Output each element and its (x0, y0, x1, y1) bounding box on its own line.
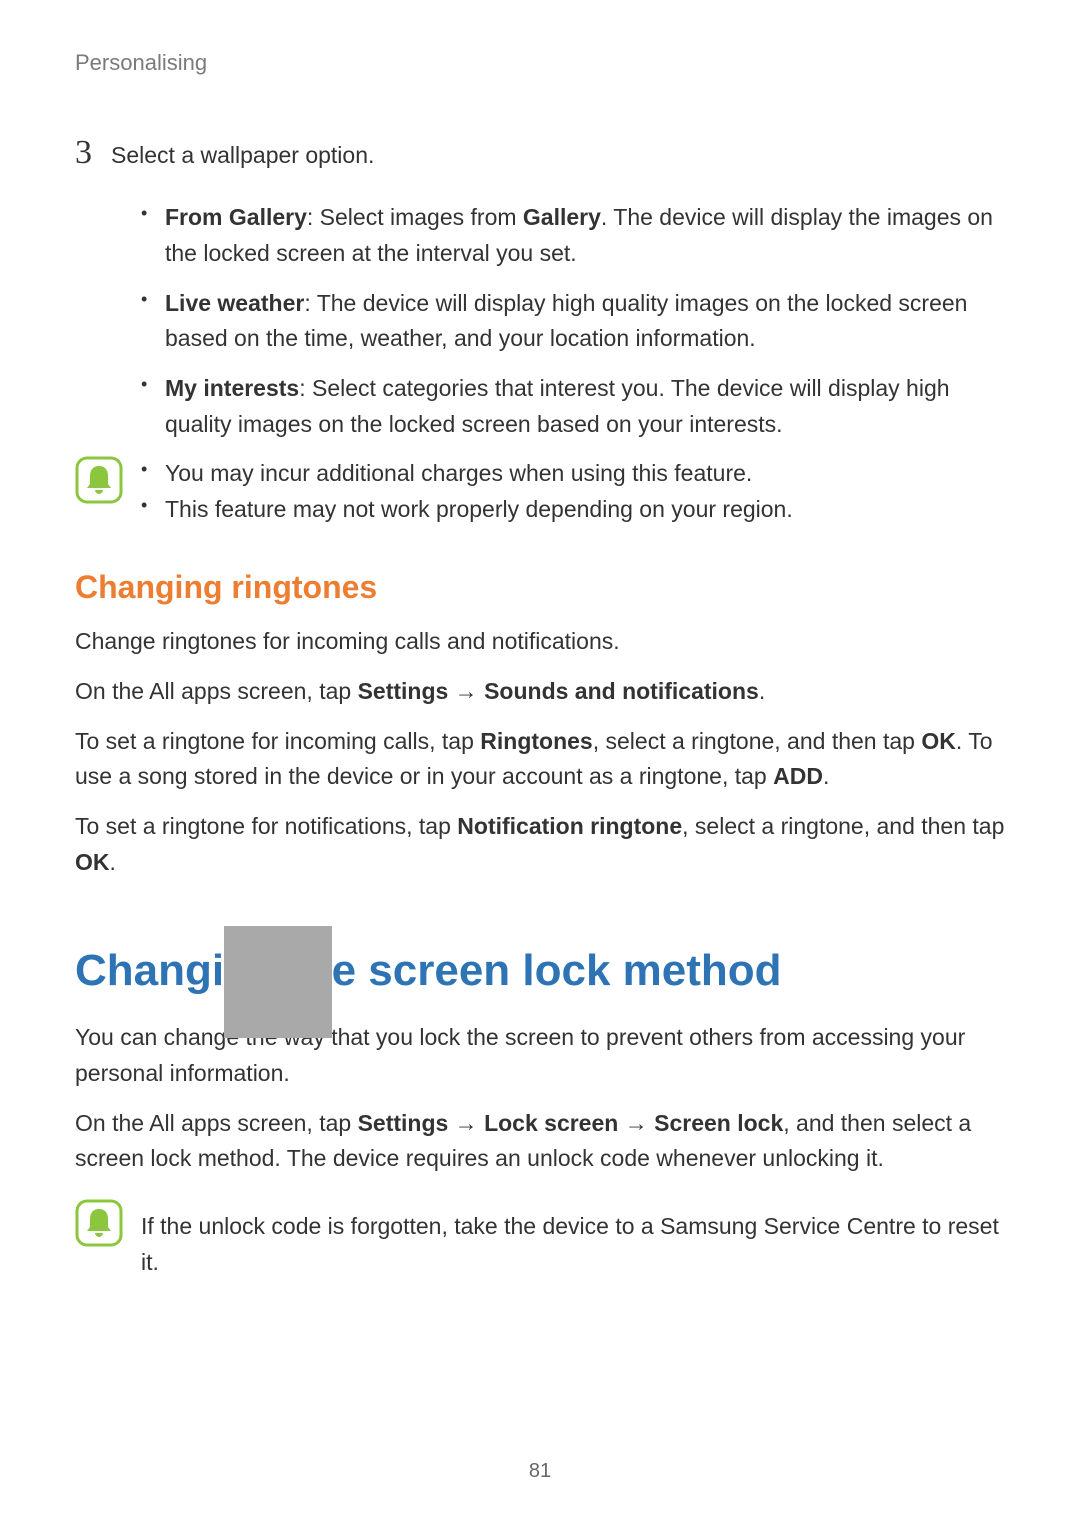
page-number: 81 (0, 1460, 1080, 1483)
bold-lockscreen: Lock screen (484, 1110, 618, 1136)
step-number: 3 (75, 134, 111, 172)
bold-notif-ringtone: Notification ringtone (457, 813, 682, 839)
bold-ok: OK (75, 849, 110, 875)
note-block-1: You may incur additional charges when us… (75, 456, 1005, 527)
arrow: → (618, 1110, 654, 1136)
text: . (823, 763, 829, 789)
option-text-a: : Select images from (307, 204, 523, 230)
option-live-weather: Live weather: The device will display hi… (137, 286, 1005, 357)
wallpaper-options-list: From Gallery: Select images from Gallery… (137, 200, 1005, 442)
bold-ok: OK (921, 728, 956, 754)
option-label: My interests (165, 375, 299, 401)
screenlock-p1: You can change the way that you lock the… (75, 1020, 1005, 1091)
ringtones-p2: On the All apps screen, tap Settings → S… (75, 674, 1005, 710)
option-my-interests: My interests: Select categories that int… (137, 371, 1005, 442)
bold-settings: Settings (358, 678, 449, 704)
bold-ringtones: Ringtones (480, 728, 592, 754)
text: . (759, 678, 765, 704)
bell-note-icon (75, 1199, 123, 1247)
note2-text: If the unlock code is forgotten, take th… (141, 1201, 1005, 1280)
arrow: → (448, 1110, 484, 1136)
bold-sounds: Sounds and notifications (484, 678, 759, 704)
text: On the All apps screen, tap (75, 678, 358, 704)
step-text: Select a wallpaper option. (111, 139, 374, 172)
option-label: Live weather (165, 290, 304, 316)
option-bold-mid: Gallery (523, 204, 601, 230)
bold-settings: Settings (358, 1110, 449, 1136)
bold-add: ADD (773, 763, 823, 789)
bell-note-icon (75, 456, 123, 504)
text: To set a ringtone for incoming calls, ta… (75, 728, 480, 754)
option-from-gallery: From Gallery: Select images from Gallery… (137, 200, 1005, 271)
text: . (110, 849, 116, 875)
note-item: You may incur additional charges when us… (137, 456, 1005, 492)
arrow: → (448, 678, 484, 704)
note-item: This feature may not work properly depen… (137, 492, 1005, 528)
ringtones-p4: To set a ringtone for notifications, tap… (75, 809, 1005, 880)
text: To set a ringtone for notifications, tap (75, 813, 457, 839)
text: , select a ringtone, and then tap (682, 813, 1004, 839)
option-label: From Gallery (165, 204, 307, 230)
note-block-2: If the unlock code is forgotten, take th… (75, 1201, 1005, 1280)
heading-changing-screen-lock: Changing the screen lock method (75, 946, 1005, 996)
text: , select a ringtone, and then tap (593, 728, 922, 754)
ringtones-p1: Change ringtones for incoming calls and … (75, 624, 1005, 660)
heading-changing-ringtones: Changing ringtones (75, 569, 1005, 606)
gray-overlay-box (224, 926, 332, 1038)
step-row: 3 Select a wallpaper option. (75, 134, 1005, 172)
bold-screenlock: Screen lock (654, 1110, 783, 1136)
section-header: Personalising (75, 50, 1005, 76)
ringtones-p3: To set a ringtone for incoming calls, ta… (75, 724, 1005, 795)
screenlock-p2: On the All apps screen, tap Settings → L… (75, 1106, 1005, 1177)
text: On the All apps screen, tap (75, 1110, 358, 1136)
note-list: You may incur additional charges when us… (137, 456, 1005, 527)
